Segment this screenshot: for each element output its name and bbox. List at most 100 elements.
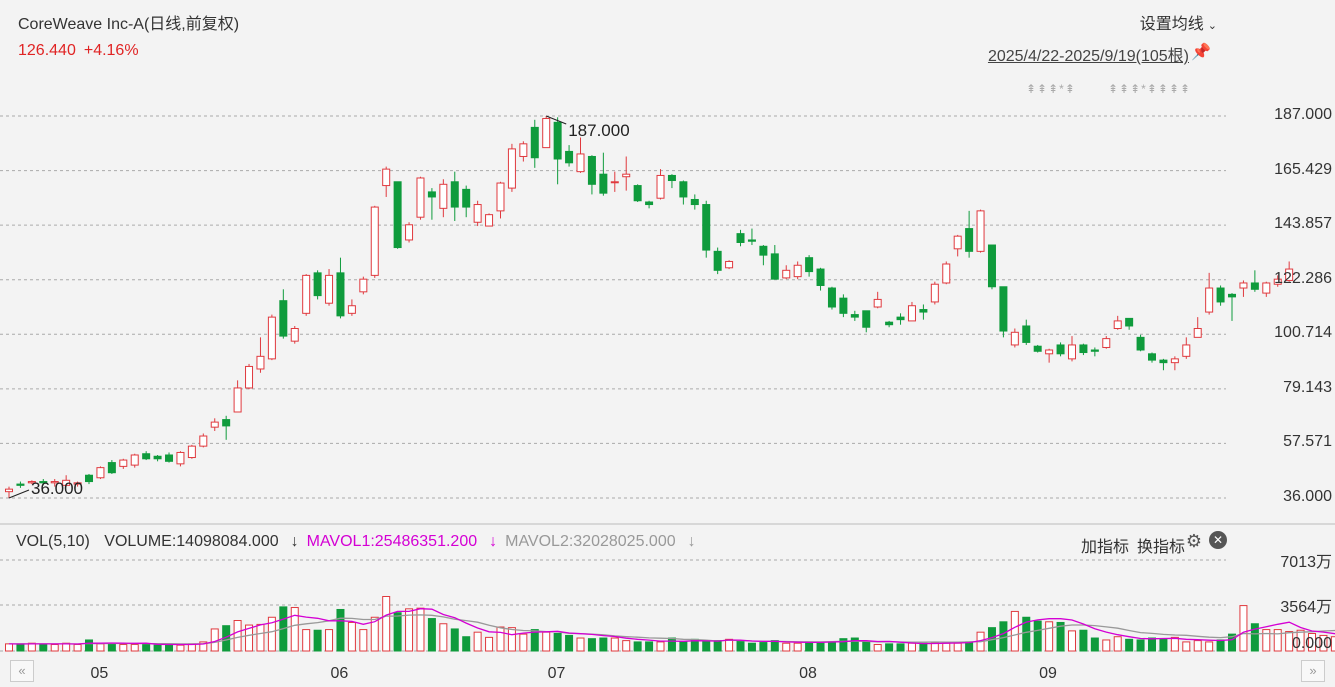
volume-bar — [599, 637, 608, 652]
volume-bar — [1319, 634, 1328, 652]
volume-bar — [1136, 639, 1145, 652]
candle-body — [267, 316, 276, 360]
candle-body — [690, 198, 699, 206]
candle-body — [1056, 344, 1065, 355]
volume-bar — [770, 640, 779, 652]
candle-body — [370, 206, 379, 276]
vol-label: VOL(5,10) — [16, 533, 90, 550]
chevron-down-icon: ⌄ — [1207, 20, 1217, 32]
volume-bar — [885, 643, 894, 652]
y-tick-label: 36.000 — [1283, 488, 1332, 505]
pin-icon[interactable]: 📌 — [1191, 44, 1211, 61]
candle-body — [667, 174, 676, 182]
volume-bar — [473, 631, 482, 652]
volume-bar — [485, 636, 494, 652]
candle-body — [325, 274, 334, 304]
volume-bar — [919, 642, 928, 652]
ma-setting-label: 设置均线 — [1139, 16, 1204, 33]
candle-body — [439, 183, 448, 209]
price-readout: 126.440 +4.16% — [18, 42, 147, 60]
volume-bar — [896, 643, 905, 652]
date-range-link[interactable]: 2025/4/22-2025/9/19(105根) — [987, 48, 1189, 65]
candle-body — [839, 297, 848, 314]
candle-body — [656, 174, 665, 199]
volume-bar — [1170, 636, 1179, 652]
volume-bar — [953, 642, 962, 652]
volume-bar — [16, 643, 25, 652]
candle-body — [1010, 331, 1019, 346]
candle-body — [1239, 282, 1248, 289]
candle-body — [210, 421, 219, 428]
candle-body — [679, 181, 688, 198]
candle-body — [1022, 325, 1031, 343]
candle-body — [1250, 282, 1259, 290]
volume-bar — [96, 643, 105, 652]
candle-body — [462, 188, 471, 208]
candle-body — [347, 305, 356, 314]
candle-body — [622, 173, 631, 178]
volume-bar — [439, 623, 448, 652]
volume-bar — [645, 641, 654, 652]
volume-bar — [1216, 639, 1225, 652]
x-tick-label: 08 — [799, 665, 817, 682]
volume-bar — [107, 642, 116, 652]
volume-bar — [816, 642, 825, 652]
candle-body — [633, 185, 642, 202]
tool-icons-right[interactable]: ⇞⇞⇞*⇞⇞⇞⇞ — [1108, 82, 1192, 96]
volume-bar — [1262, 629, 1271, 652]
volume-bar — [507, 627, 516, 652]
candle-body — [450, 181, 459, 208]
candle-body — [1033, 345, 1042, 352]
volume-bar — [1308, 632, 1317, 652]
volume-bar — [325, 629, 334, 652]
candle-body — [793, 264, 802, 278]
add-indicator-button[interactable]: 加指标 — [1080, 539, 1129, 556]
candle-body — [142, 453, 151, 460]
volume-grid — [0, 559, 1226, 652]
volume-bar — [576, 637, 585, 652]
volume-bar — [290, 607, 299, 652]
down-arrow-icon: ↓ — [290, 533, 299, 550]
gear-icon[interactable]: ⚙ — [1185, 531, 1202, 551]
candle-body — [907, 305, 916, 322]
volume-bar — [793, 642, 802, 652]
candle-body — [1102, 338, 1111, 348]
candle-body — [16, 483, 25, 486]
candle-body — [587, 155, 596, 185]
volume-bar — [73, 644, 82, 652]
candle-body — [542, 118, 551, 149]
volume-bar — [427, 618, 436, 652]
volume-bar — [359, 629, 368, 652]
volume-bar — [62, 642, 71, 652]
volume-bar — [176, 644, 185, 652]
volume-bar — [702, 640, 711, 652]
candle-body — [233, 387, 242, 413]
candle-body — [336, 272, 345, 317]
candle-body — [782, 269, 791, 279]
candle-body — [942, 263, 951, 284]
scroll-left-button[interactable]: « — [10, 660, 34, 682]
price-grid — [0, 115, 1226, 499]
price-markers: 187.000 36.000 — [8, 115, 630, 499]
candle-body — [27, 481, 36, 484]
candle-body — [1090, 349, 1099, 352]
chart-title: CoreWeave Inc-A(日线,前复权) — [18, 16, 240, 33]
candle-body — [85, 474, 94, 483]
candle-body — [5, 488, 13, 493]
ma-setting-button[interactable]: 设置均线 ⌄ — [1140, 10, 1217, 34]
down-arrow-icon: ↓ — [687, 533, 696, 550]
volume-bar — [153, 644, 162, 652]
candle-body — [805, 257, 814, 273]
tool-icons-left[interactable]: ⇞⇞⇞*⇞ — [1026, 82, 1076, 96]
candle-body — [519, 143, 528, 157]
scroll-right-button[interactable]: » — [1301, 660, 1325, 682]
candle-body — [50, 481, 59, 484]
close-icon[interactable]: ✕ — [1209, 531, 1227, 549]
switch-indicator-button[interactable]: 换指标 — [1136, 539, 1185, 556]
y-tick-label: 187.000 — [1274, 106, 1332, 123]
volume-bar — [27, 642, 36, 652]
volume-bar — [542, 631, 551, 652]
candle-body — [1136, 336, 1145, 351]
volume-bar — [1159, 638, 1168, 652]
